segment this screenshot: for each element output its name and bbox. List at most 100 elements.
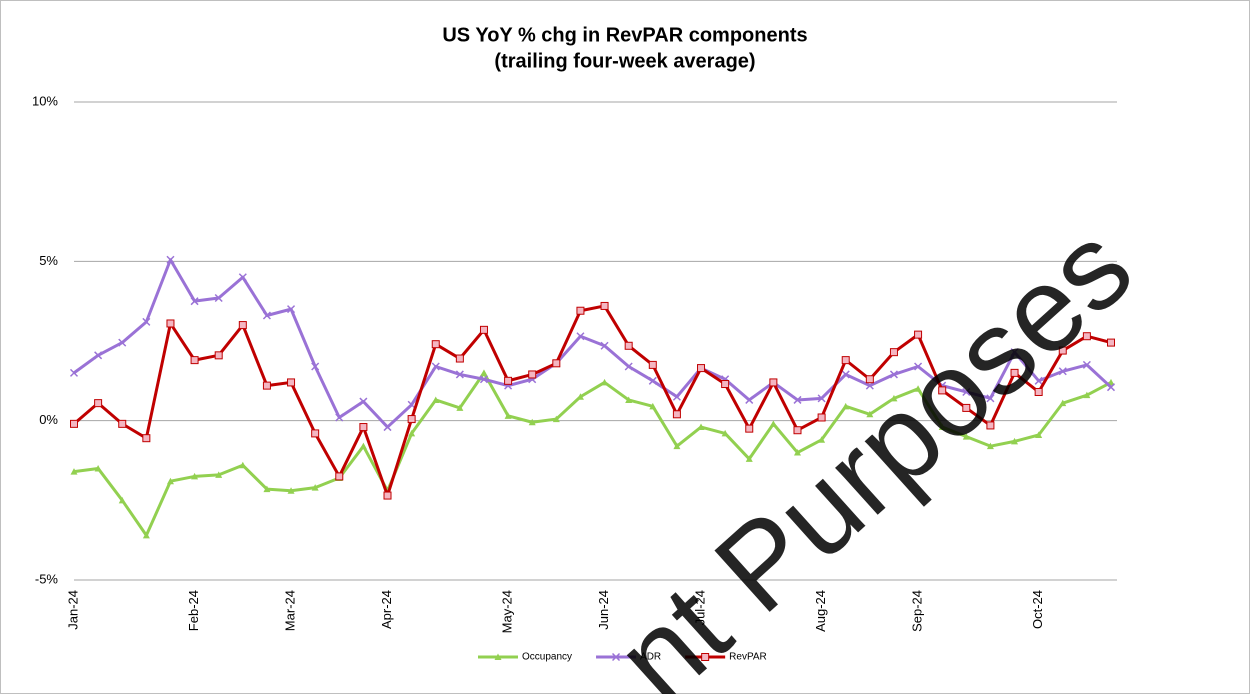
point <box>793 426 802 435</box>
point <box>986 442 994 450</box>
point <box>311 484 319 491</box>
point <box>648 360 657 369</box>
point <box>166 319 175 328</box>
point <box>263 485 271 493</box>
point <box>697 364 706 373</box>
point <box>215 471 223 478</box>
point <box>238 273 247 282</box>
y-tick-label: 0% <box>39 412 58 427</box>
point <box>552 415 560 423</box>
point <box>865 375 874 384</box>
x-tick-label: Sep-24 <box>910 590 925 632</box>
y-tick-label: 5% <box>39 253 58 268</box>
point <box>142 434 151 443</box>
point <box>793 395 802 404</box>
y-tick-label: 10% <box>32 93 58 108</box>
point <box>1083 391 1091 399</box>
point <box>701 653 710 661</box>
point <box>817 394 826 403</box>
point <box>142 317 151 326</box>
point <box>528 370 537 379</box>
x-tick-label: May-24 <box>500 590 515 633</box>
point <box>962 387 971 397</box>
x-tick-label: Oct-24 <box>1030 590 1045 629</box>
point <box>432 396 440 403</box>
point <box>455 370 464 379</box>
legend-label: ADR <box>640 652 661 663</box>
series-line <box>73 304 1112 498</box>
point <box>624 341 633 350</box>
point <box>625 396 633 403</box>
point <box>191 472 199 480</box>
point <box>1035 431 1043 439</box>
point <box>166 477 174 485</box>
point <box>841 370 850 379</box>
point <box>118 496 126 504</box>
point <box>287 487 295 494</box>
legend-label: RevPAR <box>729 652 767 663</box>
point <box>479 375 489 384</box>
point <box>407 415 416 424</box>
point <box>1106 383 1116 392</box>
point <box>817 413 826 422</box>
point <box>601 378 609 386</box>
chart-title: US YoY % chg in RevPAR components <box>442 24 807 46</box>
point <box>889 370 898 379</box>
point <box>576 393 584 400</box>
point <box>311 362 320 371</box>
point <box>287 378 296 387</box>
point <box>721 429 729 437</box>
point <box>431 340 440 349</box>
x-tick-label: Jun-24 <box>596 590 611 630</box>
point <box>866 410 874 418</box>
point <box>455 354 464 363</box>
point <box>239 461 247 469</box>
point <box>697 423 705 431</box>
point <box>986 394 995 403</box>
x-tick-label: Apr-24 <box>379 590 394 629</box>
x-tick-label: Feb-24 <box>186 590 201 631</box>
point <box>721 380 730 389</box>
point <box>1011 437 1019 445</box>
point <box>600 301 609 310</box>
point <box>166 255 175 264</box>
y-tick-label: -5% <box>35 571 59 586</box>
x-tick-label: Mar-24 <box>282 590 297 631</box>
point <box>1082 332 1091 341</box>
point <box>673 442 681 450</box>
point <box>1058 367 1067 376</box>
point <box>214 293 223 303</box>
point <box>431 362 440 371</box>
point <box>142 531 150 539</box>
point <box>576 332 585 341</box>
point <box>914 385 922 392</box>
point <box>1059 399 1067 407</box>
point <box>262 381 271 390</box>
point <box>769 420 777 427</box>
point <box>480 369 488 376</box>
point <box>938 423 946 431</box>
point <box>1034 387 1043 396</box>
x-tick-label: Jul-24 <box>692 590 707 625</box>
point <box>1010 348 1019 357</box>
point <box>841 356 850 365</box>
point <box>865 381 874 390</box>
point <box>479 325 488 334</box>
point <box>938 386 947 395</box>
point <box>842 402 850 410</box>
legend-label: Occupancy <box>522 652 572 663</box>
point <box>612 652 621 662</box>
point <box>359 442 367 450</box>
point <box>889 348 898 357</box>
series-line <box>73 371 1112 537</box>
point <box>914 330 923 339</box>
point <box>745 455 753 462</box>
point <box>118 419 127 428</box>
point <box>1058 346 1067 355</box>
point <box>69 368 79 377</box>
point <box>504 412 512 419</box>
point <box>287 305 296 314</box>
point <box>94 351 103 360</box>
point <box>890 394 898 402</box>
